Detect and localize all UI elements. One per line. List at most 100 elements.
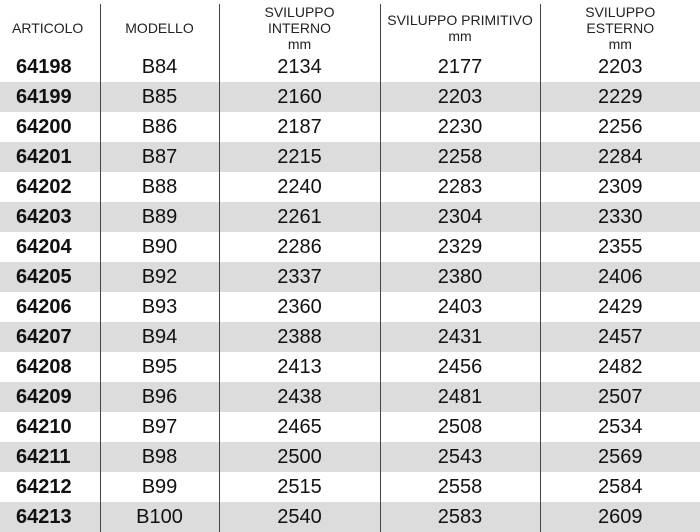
table-row: 64201 B87 2215 2258 2284 (0, 142, 700, 172)
cell-modello: B87 (99, 142, 219, 172)
cell-sviluppo-interno: 2286 (218, 232, 380, 262)
table-row: 64204 B90 2286 2329 2355 (0, 232, 700, 262)
cell-sviluppo-interno: 2134 (218, 52, 380, 82)
table-row: 64205 B92 2337 2380 2406 (0, 262, 700, 292)
cell-sviluppo-esterno: 2309 (539, 172, 700, 202)
cell-sviluppo-esterno: 2584 (539, 472, 700, 502)
table-row: 64209 B96 2438 2481 2507 (0, 382, 700, 412)
cell-sviluppo-primitivo: 2329 (379, 232, 540, 262)
cell-sviluppo-esterno: 2457 (539, 322, 700, 352)
table-row: 64210 B97 2465 2508 2534 (0, 412, 700, 442)
cell-sviluppo-interno: 2515 (218, 472, 380, 502)
header-sviluppo-interno: SVILUPPO INTERNO mm (218, 4, 380, 52)
cell-sviluppo-primitivo: 2456 (379, 352, 540, 382)
cell-articolo: 64210 (16, 415, 72, 438)
cell-modello: B88 (99, 172, 219, 202)
cell-sviluppo-primitivo: 2583 (379, 502, 540, 532)
cell-modello: B90 (99, 232, 219, 262)
cell-sviluppo-primitivo: 2543 (379, 442, 540, 472)
cell-sviluppo-primitivo: 2230 (379, 112, 540, 142)
cell-articolo: 64202 (16, 175, 72, 198)
cell-articolo: 64211 (0, 442, 100, 472)
cell-sviluppo-primitivo: 2380 (379, 262, 540, 292)
cell-sviluppo-interno: 2187 (218, 112, 380, 142)
cell-sviluppo-esterno: 2355 (539, 232, 700, 262)
cell-sviluppo-primitivo: 2283 (379, 172, 540, 202)
cell-sviluppo-interno: 2540 (218, 502, 380, 532)
cell-sviluppo-interno: 2465 (218, 412, 380, 442)
cell-sviluppo-interno: 2438 (218, 382, 380, 412)
cell-modello: B100 (99, 502, 219, 532)
table-row: 64208 B95 2413 2456 2482 (0, 352, 700, 382)
table-row: 64206 B93 2360 2403 2429 (0, 292, 700, 322)
table-row: 64203 B89 2261 2304 2330 (0, 202, 700, 232)
cell-sviluppo-primitivo: 2403 (379, 292, 540, 322)
cell-modello: B99 (99, 472, 219, 502)
cell-sviluppo-interno: 2337 (218, 262, 380, 292)
cell-articolo: 64203 (0, 202, 100, 232)
cell-sviluppo-esterno: 2256 (539, 112, 700, 142)
table-row: 64198 B84 2134 2177 2203 (0, 52, 700, 82)
cell-sviluppo-esterno: 2284 (539, 142, 700, 172)
header-sviluppo-esterno: SVILUPPO ESTERNO mm (539, 4, 700, 52)
table-row: 64211 B98 2500 2543 2569 (0, 442, 700, 472)
cell-modello: B93 (99, 292, 219, 322)
cell-articolo: 64209 (0, 382, 100, 412)
cell-articolo: 64205 (0, 262, 100, 292)
cell-sviluppo-interno: 2388 (218, 322, 380, 352)
cell-modello: B92 (99, 262, 219, 292)
cell-sviluppo-esterno: 2229 (539, 82, 700, 112)
cell-sviluppo-interno: 2261 (218, 202, 380, 232)
table-row: 64207 B94 2388 2431 2457 (0, 322, 700, 352)
header-sviluppo-primitivo: SVILUPPO PRIMITIVO mm (379, 4, 540, 52)
cell-modello: B96 (99, 382, 219, 412)
header-modello: MODELLO (99, 4, 219, 52)
cell-sviluppo-primitivo: 2258 (379, 142, 540, 172)
cell-modello: B84 (99, 52, 219, 82)
cell-articolo: 64199 (0, 82, 100, 112)
cell-sviluppo-esterno: 2569 (539, 442, 700, 472)
cell-articolo: 64213 (0, 502, 100, 532)
table-row: 64202 B88 2240 2283 2309 (0, 172, 700, 202)
table-row: 64212 B99 2515 2558 2584 (0, 472, 700, 502)
cell-sviluppo-primitivo: 2431 (379, 322, 540, 352)
cell-modello: B97 (99, 412, 219, 442)
cell-sviluppo-esterno: 2330 (539, 202, 700, 232)
belt-length-table: ARTICOLO MODELLO SVILUPPO INTERNO mm SVI… (0, 4, 700, 532)
cell-sviluppo-esterno: 2609 (539, 502, 700, 532)
cell-sviluppo-primitivo: 2203 (379, 82, 540, 112)
cell-sviluppo-esterno: 2406 (539, 262, 700, 292)
cell-sviluppo-primitivo: 2481 (379, 382, 540, 412)
cell-sviluppo-esterno: 2534 (539, 412, 700, 442)
cell-articolo: 64212 (16, 475, 72, 498)
table-row: 64200 B86 2187 2230 2256 (0, 112, 700, 142)
cell-articolo: 64198 (16, 55, 72, 78)
cell-modello: B94 (99, 322, 219, 352)
cell-articolo: 64208 (16, 355, 72, 378)
cell-sviluppo-primitivo: 2304 (379, 202, 540, 232)
header-articolo: ARTICOLO (12, 20, 84, 36)
cell-modello: B85 (99, 82, 219, 112)
cell-articolo: 64207 (0, 322, 100, 352)
cell-sviluppo-interno: 2240 (218, 172, 380, 202)
cell-sviluppo-interno: 2500 (218, 442, 380, 472)
cell-sviluppo-primitivo: 2558 (379, 472, 540, 502)
cell-modello: B98 (99, 442, 219, 472)
table-row: 64213 B100 2540 2583 2609 (0, 502, 700, 532)
cell-modello: B86 (99, 112, 219, 142)
cell-sviluppo-primitivo: 2508 (379, 412, 540, 442)
cell-sviluppo-esterno: 2507 (539, 382, 700, 412)
cell-modello: B95 (99, 352, 219, 382)
cell-sviluppo-esterno: 2429 (539, 292, 700, 322)
header-row: ARTICOLO MODELLO SVILUPPO INTERNO mm SVI… (0, 4, 700, 52)
cell-sviluppo-interno: 2413 (218, 352, 380, 382)
cell-sviluppo-interno: 2360 (218, 292, 380, 322)
cell-articolo: 64206 (16, 295, 72, 318)
cell-sviluppo-esterno: 2482 (539, 352, 700, 382)
cell-modello: B89 (99, 202, 219, 232)
table-row: 64199 B85 2160 2203 2229 (0, 82, 700, 112)
cell-sviluppo-interno: 2160 (218, 82, 380, 112)
cell-sviluppo-esterno: 2203 (539, 52, 700, 82)
cell-sviluppo-primitivo: 2177 (379, 52, 540, 82)
cell-articolo: 64201 (0, 142, 100, 172)
